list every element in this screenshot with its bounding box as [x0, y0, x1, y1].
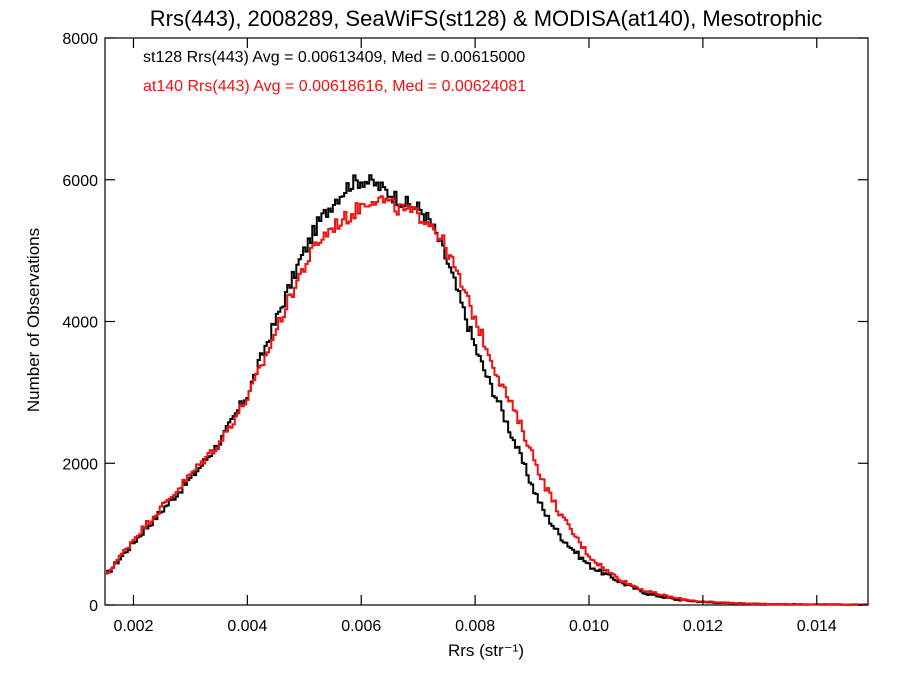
chart-title: Rrs(443), 2008289, SeaWiFS(st128) & MODI… — [150, 6, 823, 31]
plot-area-border — [104, 37, 869, 606]
x-tick-label: 0.004 — [227, 618, 267, 635]
x-tick-label: 0.014 — [797, 618, 837, 635]
series-line-st128 — [105, 174, 869, 606]
ticks-layer: 0.002 0.004 0.006 0.008 0.010 0.012 0.014 0 2000… — [62, 31, 868, 635]
y-axis-label: Number of Observations — [24, 228, 43, 412]
y-tick-label: 4000 — [62, 315, 98, 332]
x-tick-label: 0.008 — [455, 618, 495, 635]
x-tick-label: 0.006 — [341, 618, 381, 635]
y-tick-label: 8000 — [62, 31, 98, 48]
plot-frame — [104, 37, 869, 606]
x-tick-label: 0.010 — [569, 618, 609, 635]
x-tick-label: 0.012 — [683, 618, 723, 635]
series-line-at140 — [105, 195, 869, 606]
annotation-at140: at140 Rrs(443) Avg = 0.00618616, Med = 0… — [143, 78, 526, 95]
y-tick-label: 0 — [89, 598, 98, 615]
series-layer — [105, 174, 869, 606]
x-axis-label: Rrs (str⁻¹) — [448, 641, 524, 660]
x-tick-label: 0.002 — [113, 618, 153, 635]
annotation-st128: st128 Rrs(443) Avg = 0.00613409, Med = 0… — [143, 49, 525, 66]
y-tick-label: 2000 — [62, 456, 98, 473]
y-tick-label: 6000 — [62, 173, 98, 190]
